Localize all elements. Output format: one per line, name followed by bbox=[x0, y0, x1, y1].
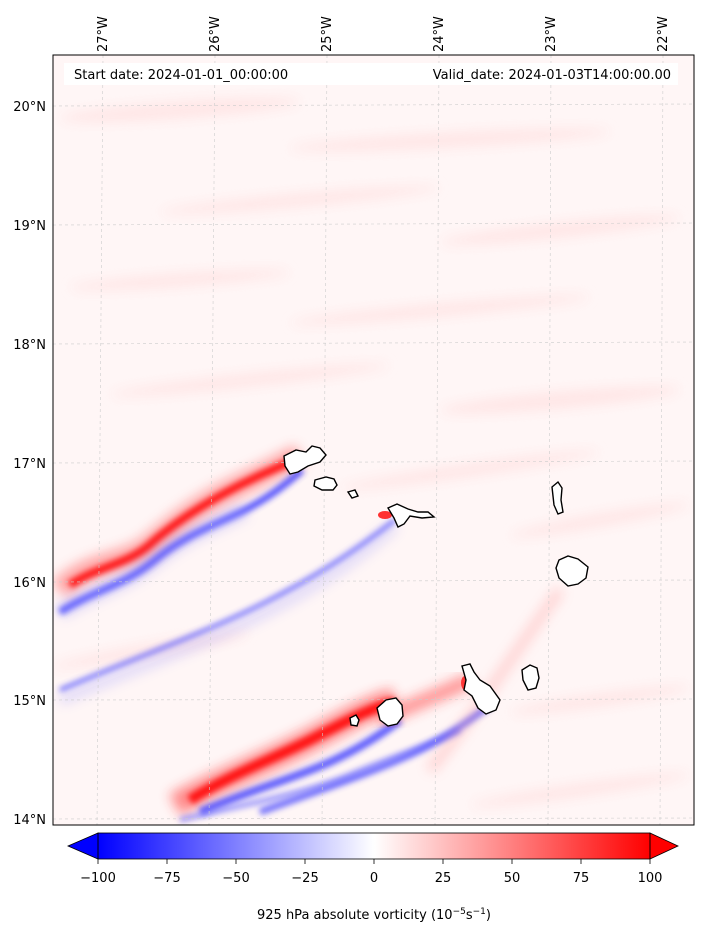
island-fogo bbox=[376, 697, 404, 727]
colorbar-label-mid: s bbox=[466, 908, 473, 923]
start-date-text: Start date: 2024-01-01_00:00:00 bbox=[74, 68, 288, 83]
latitude-labels: 20°N 19°N 18°N 17°N 16°N 15°N 14°N bbox=[13, 100, 46, 828]
colorbar-tick-label: −75 bbox=[153, 871, 180, 886]
colorbar-label-end: ) bbox=[486, 908, 491, 923]
colorbar-gradient bbox=[98, 833, 650, 859]
island-coastlines bbox=[283, 445, 589, 727]
colorbar-label-exp2: −1 bbox=[473, 907, 486, 917]
map-frame bbox=[52, 54, 695, 826]
island-sal bbox=[551, 480, 564, 515]
colorbar-min-extend bbox=[66, 832, 99, 860]
longitude-labels: 27°W 26°W 25°W 24°W 23°W 22°W bbox=[96, 16, 671, 52]
colorbar-max-extend bbox=[649, 832, 679, 860]
colorbar-tick-label: 25 bbox=[435, 871, 452, 886]
island-brava bbox=[349, 714, 360, 727]
island-maio bbox=[521, 664, 540, 691]
lat-label-19n: 19°N bbox=[13, 219, 46, 234]
lat-label-16n: 16°N bbox=[13, 576, 46, 591]
island-boa-vista bbox=[555, 555, 589, 587]
lon-label-22w: 22°W bbox=[656, 16, 671, 52]
lon-label-25w: 25°W bbox=[320, 16, 335, 52]
lat-label-15n: 15°N bbox=[13, 694, 46, 709]
lon-label-23w: 23°W bbox=[544, 16, 559, 52]
lon-label-24w: 24°W bbox=[432, 16, 447, 52]
colorbar: −100 −75 −50 −25 0 25 50 75 100 925 hPa absolute… bbox=[66, 832, 679, 923]
lon-label-26w: 26°W bbox=[208, 16, 223, 52]
lat-label-14n: 14°N bbox=[13, 813, 46, 828]
valid-date-text: Valid_date: 2024-01-03T14:00:00.00 bbox=[433, 68, 671, 83]
colorbar-tick-label: −100 bbox=[80, 871, 116, 886]
lat-label-20n: 20°N bbox=[13, 100, 46, 115]
lat-label-17n: 17°N bbox=[13, 457, 46, 472]
lat-label-18n: 18°N bbox=[13, 338, 46, 353]
gridlines bbox=[53, 55, 694, 825]
island-sao-nicolau bbox=[386, 503, 436, 528]
date-box bbox=[64, 63, 678, 85]
island-santo-antao bbox=[283, 445, 327, 475]
colorbar-tick-label: −25 bbox=[291, 871, 318, 886]
island-sao-vicente bbox=[313, 476, 338, 491]
island-santiago bbox=[461, 663, 501, 715]
map-panel: Start date: 2024-01-01_00:00:00 Valid_da… bbox=[52, 54, 695, 826]
colorbar-ticks: −100 −75 −50 −25 0 25 50 75 100 bbox=[80, 859, 662, 886]
colorbar-tick-label: 100 bbox=[638, 871, 663, 886]
vorticity-field bbox=[53, 98, 690, 823]
colorbar-tick-label: 75 bbox=[573, 871, 590, 886]
colorbar-label-exp1: −5 bbox=[453, 907, 466, 917]
colorbar-tick-label: 50 bbox=[504, 871, 521, 886]
island-santa-luzia bbox=[346, 489, 359, 499]
colorbar-label: 925 hPa absolute vorticity (10−5s−1) bbox=[257, 907, 491, 923]
lon-label-27w: 27°W bbox=[96, 16, 111, 52]
colorbar-tick-label: 0 bbox=[370, 871, 378, 886]
colorbar-label-main: 925 hPa absolute vorticity (10 bbox=[257, 908, 453, 923]
colorbar-tick-label: −50 bbox=[222, 871, 249, 886]
